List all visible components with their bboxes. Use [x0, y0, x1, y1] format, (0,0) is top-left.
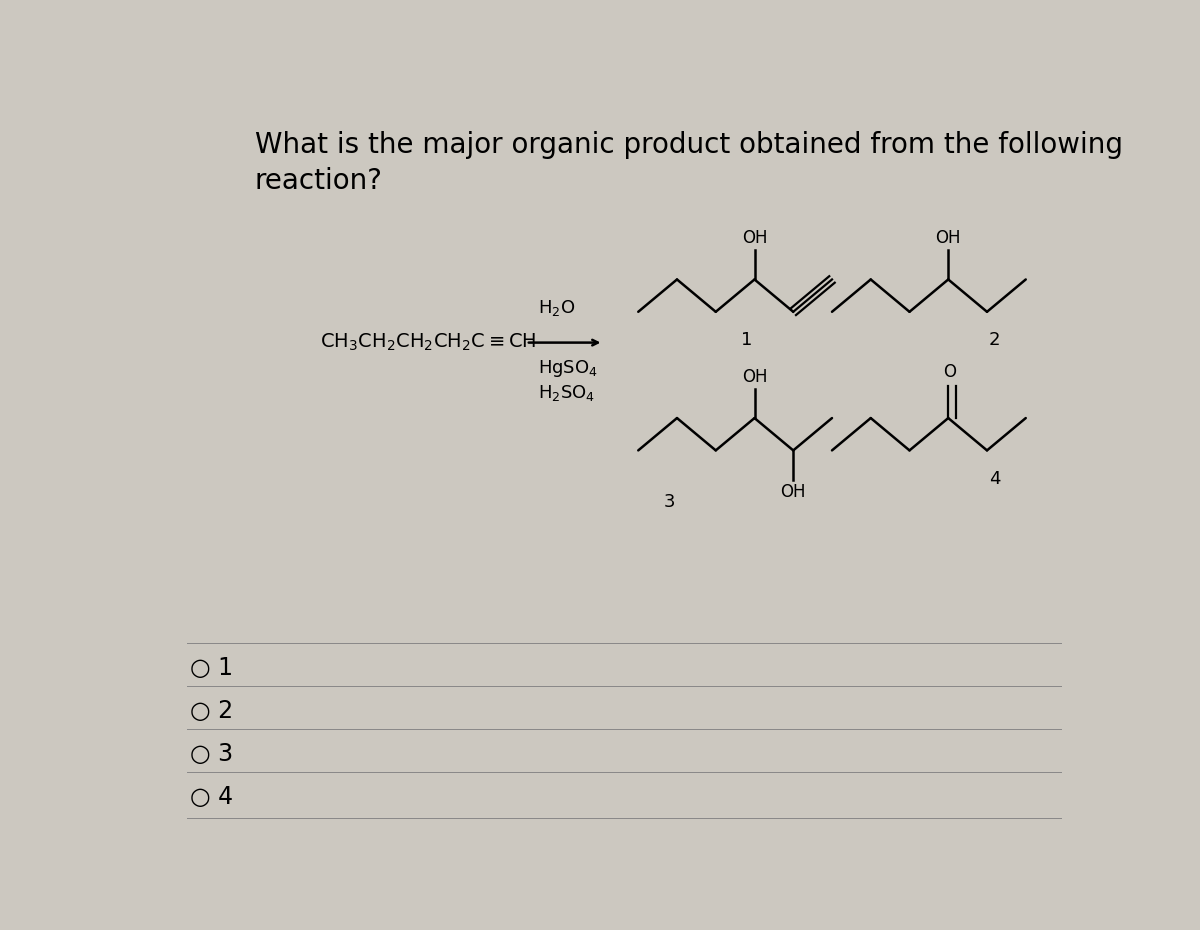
- Text: 2: 2: [989, 331, 1001, 349]
- Text: ○ 4: ○ 4: [191, 785, 234, 809]
- Text: CH$_3$CH$_2$CH$_2$CH$_2$C$\equiv$CH: CH$_3$CH$_2$CH$_2$CH$_2$C$\equiv$CH: [320, 332, 538, 353]
- Text: reaction?: reaction?: [254, 167, 383, 195]
- Text: HgSO$_4$: HgSO$_4$: [538, 358, 598, 379]
- Text: 1: 1: [742, 331, 752, 349]
- Text: O: O: [943, 363, 956, 381]
- Text: OH: OH: [780, 483, 806, 500]
- Text: ○ 3: ○ 3: [191, 742, 234, 765]
- Text: What is the major organic product obtained from the following: What is the major organic product obtain…: [254, 131, 1123, 159]
- Text: ○ 2: ○ 2: [191, 698, 234, 723]
- Text: 3: 3: [664, 493, 674, 511]
- Text: H$_2$O: H$_2$O: [538, 298, 575, 318]
- Text: OH: OH: [936, 229, 961, 247]
- Text: H$_2$SO$_4$: H$_2$SO$_4$: [538, 382, 595, 403]
- Text: ○ 1: ○ 1: [191, 656, 233, 680]
- Text: OH: OH: [742, 229, 767, 247]
- Text: OH: OH: [742, 367, 767, 386]
- Text: 4: 4: [989, 470, 1001, 487]
